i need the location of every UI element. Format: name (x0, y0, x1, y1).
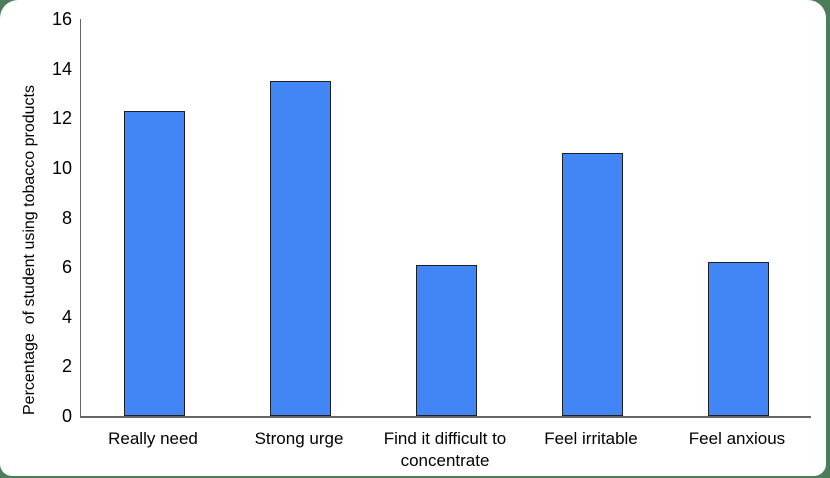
bar (707, 262, 769, 416)
x-category-label: Feel irritable (544, 429, 638, 448)
y-tick-label: 2 (61, 356, 72, 377)
y-tick-label: 4 (61, 306, 72, 327)
plot-area (80, 19, 811, 418)
x-category-label: Feel anxious (688, 429, 786, 448)
y-tick-label: 14 (51, 58, 72, 79)
x-category-label: Strong urge (254, 429, 344, 448)
x-category-label: Find it difficult to concentrate (383, 429, 507, 470)
y-tick-label: 6 (61, 257, 72, 278)
y-tick-label: 12 (51, 108, 72, 129)
bar (561, 153, 623, 416)
bar (123, 110, 185, 416)
bar (269, 81, 331, 416)
y-tick-label: 10 (51, 157, 72, 178)
x-category-label: Really need (108, 429, 198, 448)
y-tick-label: 8 (61, 207, 72, 228)
y-tick-label: 16 (51, 9, 72, 29)
bar (415, 264, 477, 416)
y-tick-label: 0 (61, 406, 72, 426)
